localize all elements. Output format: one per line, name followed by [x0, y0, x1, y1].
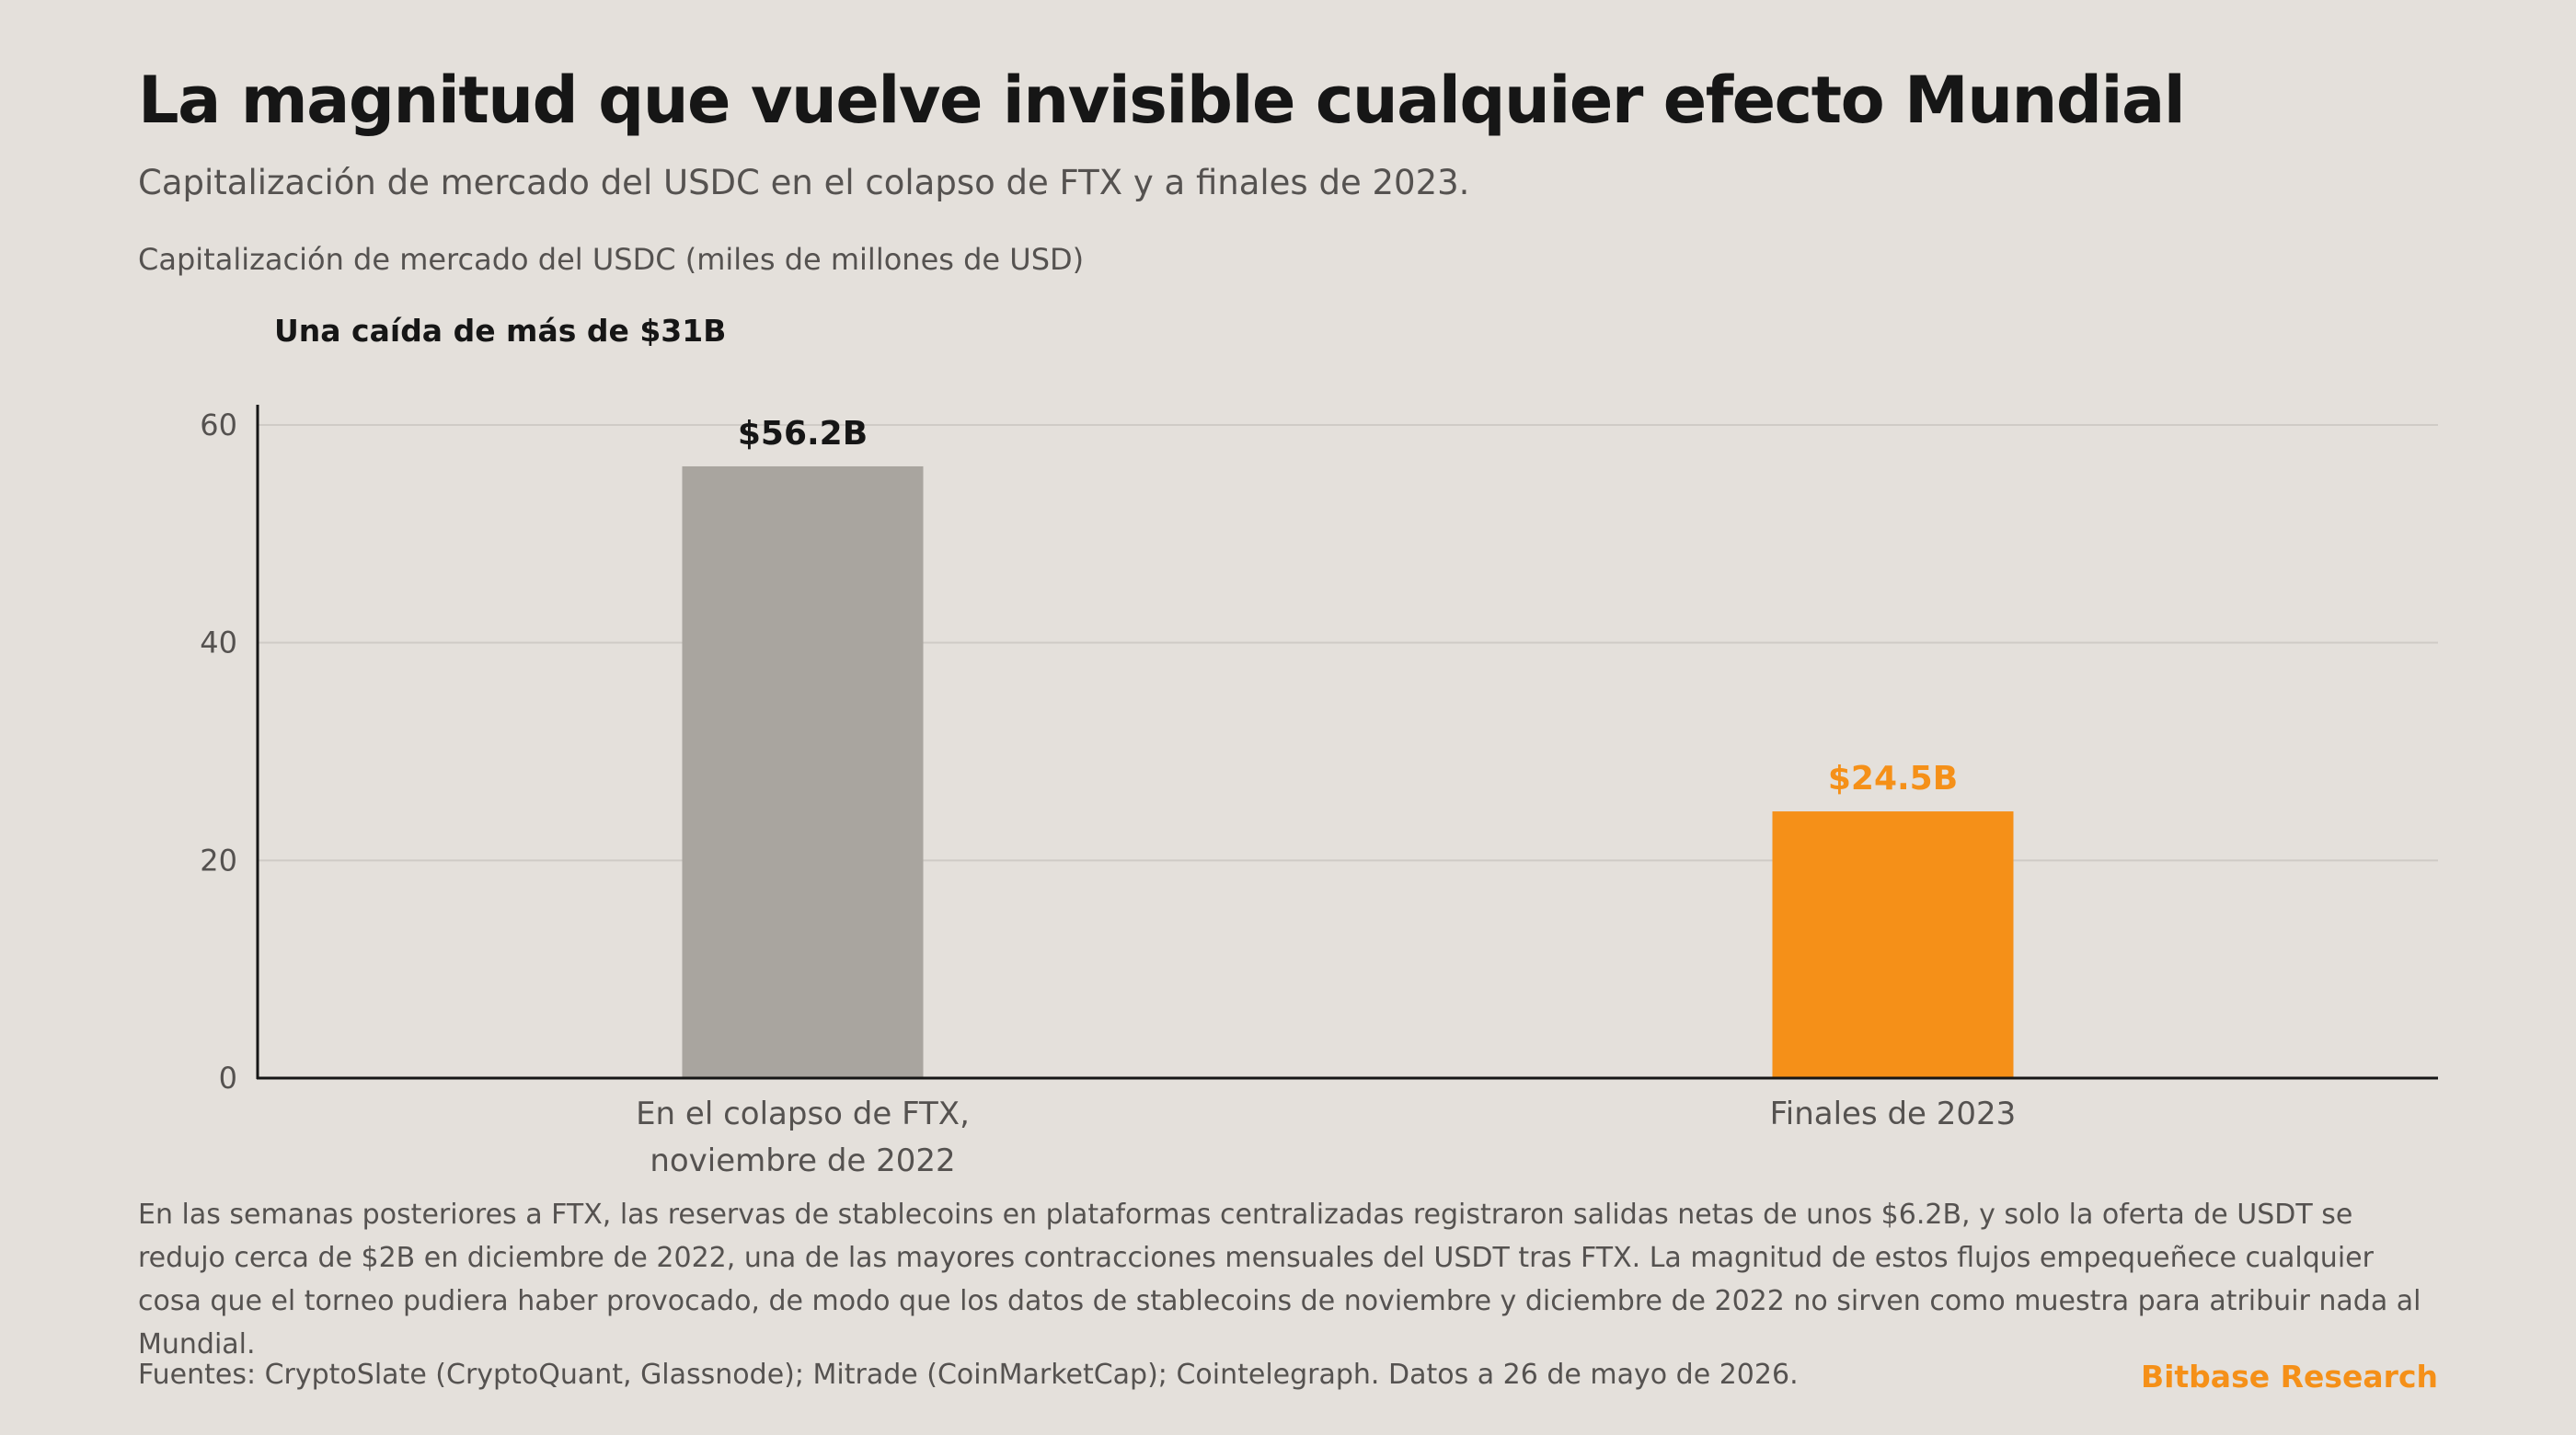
x-tick-label-line: En el colapso de FTX, — [636, 1096, 970, 1132]
y-tick-label: 60 — [200, 408, 237, 442]
chart-subtitle: Capitalización de mercado del USDC en el… — [138, 163, 1470, 202]
y-tick-label: 20 — [200, 843, 237, 878]
y-tick-label: 40 — [200, 626, 237, 660]
bar-chart: 0 20 40 60 $56.2B En el colapso de FTX, noviem… — [200, 405, 2438, 1179]
bar — [682, 465, 924, 1078]
bar — [1772, 811, 2014, 1078]
sources-text: Fuentes: CryptoSlate (CryptoQuant, Glass… — [138, 1359, 1799, 1391]
x-tick-label-line: Finales de 2023 — [1770, 1096, 2017, 1132]
chart-annotation: Una caída de más de $31B — [274, 313, 727, 349]
x-tick-label: Finales de 2023 — [1770, 1096, 2017, 1132]
y-tick-label: 0 — [219, 1061, 237, 1096]
y-axis-label: Capitalización de mercado del USDC (mile… — [138, 242, 1085, 277]
footnote-text: En las semanas posteriores a FTX, las re… — [138, 1199, 2421, 1360]
bar-value-label: $24.5B — [1828, 760, 1958, 798]
bar-value-label: $56.2B — [738, 415, 868, 453]
x-tick-label-line: noviembre de 2022 — [650, 1142, 955, 1179]
x-tick-label: En el colapso de FTX, noviembre de 2022 — [636, 1096, 970, 1179]
brand-label: Bitbase Research — [2140, 1359, 2438, 1395]
chart-title: La magnitud que vuelve invisible cualqui… — [138, 63, 2186, 138]
